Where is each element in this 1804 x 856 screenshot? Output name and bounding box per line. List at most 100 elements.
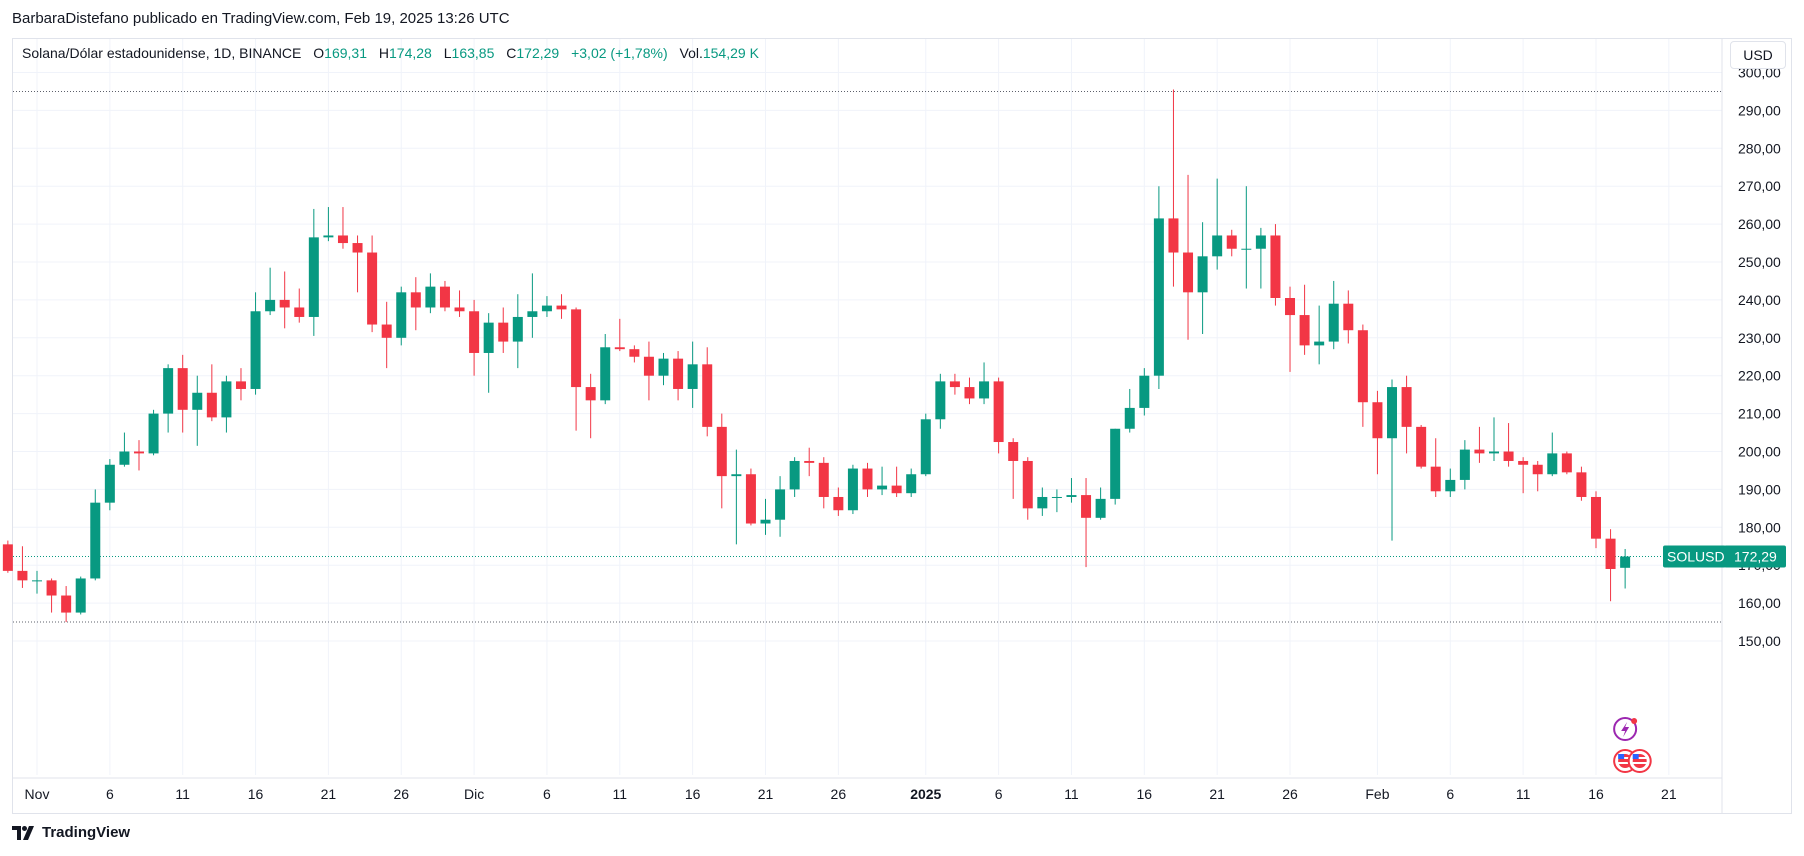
candle-body bbox=[541, 305, 552, 312]
candle bbox=[2, 540, 13, 573]
candle-body bbox=[920, 419, 931, 475]
candle bbox=[75, 576, 86, 615]
candle-body bbox=[571, 309, 582, 388]
candle-body bbox=[235, 381, 246, 389]
candle-body bbox=[483, 322, 494, 353]
x-tick-label: Feb bbox=[1365, 786, 1389, 802]
candle-body bbox=[469, 311, 480, 353]
candle bbox=[308, 208, 319, 336]
flag-stripe bbox=[1632, 757, 1647, 759]
candle-body bbox=[498, 322, 509, 342]
candle bbox=[949, 373, 960, 395]
currency-button[interactable]: USD bbox=[1730, 41, 1786, 69]
candle bbox=[1343, 290, 1354, 344]
candle-body bbox=[1314, 341, 1325, 346]
candle bbox=[104, 459, 115, 511]
candle-body bbox=[804, 460, 815, 463]
candle bbox=[133, 440, 144, 471]
candle-body bbox=[1328, 303, 1339, 342]
x-tick-label: 21 bbox=[1661, 786, 1677, 802]
candle bbox=[469, 299, 480, 376]
candle-body bbox=[308, 237, 319, 317]
candle bbox=[32, 570, 42, 594]
candle-body bbox=[731, 474, 742, 477]
y-tick-label: 290,00 bbox=[1738, 102, 1781, 118]
candle bbox=[862, 462, 873, 497]
candle-body bbox=[833, 496, 844, 511]
candle-body bbox=[1459, 449, 1470, 480]
candle bbox=[1547, 432, 1558, 477]
candle bbox=[1183, 174, 1194, 340]
candle bbox=[833, 487, 844, 516]
candle-body bbox=[658, 358, 669, 376]
candle-body bbox=[993, 381, 1004, 443]
candle bbox=[658, 352, 669, 386]
candle bbox=[1241, 186, 1252, 289]
legend-close-label: C bbox=[506, 45, 517, 61]
candle-body bbox=[702, 364, 713, 427]
x-tick-label: 21 bbox=[1209, 786, 1225, 802]
candle bbox=[17, 546, 28, 588]
candle bbox=[775, 476, 786, 537]
candle bbox=[731, 449, 742, 545]
x-tick-label: 26 bbox=[831, 786, 847, 802]
candle bbox=[1474, 426, 1485, 463]
candle-body bbox=[148, 413, 159, 454]
candle bbox=[1066, 478, 1077, 503]
candle-body bbox=[1561, 453, 1572, 473]
legend-symbol[interactable]: Solana/Dólar estadounidense, 1D, BINANCE bbox=[22, 45, 302, 61]
legend-volume-value: 154,29 K bbox=[702, 45, 759, 61]
candle bbox=[600, 334, 611, 405]
candle bbox=[1255, 227, 1266, 289]
tradingview-logo[interactable]: TradingView bbox=[12, 824, 130, 841]
candle-body bbox=[1270, 235, 1281, 299]
candle bbox=[541, 296, 552, 317]
candle bbox=[1620, 548, 1631, 589]
candle bbox=[46, 578, 57, 613]
candle-body bbox=[337, 235, 348, 244]
candle bbox=[571, 307, 582, 431]
candle-body bbox=[1124, 407, 1135, 429]
x-tick-label: 16 bbox=[1588, 786, 1604, 802]
candle bbox=[337, 207, 348, 249]
y-tick-label: 200,00 bbox=[1738, 444, 1781, 460]
candle-body bbox=[629, 349, 640, 357]
flag-stripe bbox=[1618, 762, 1633, 764]
candle-body bbox=[1430, 466, 1441, 492]
candle-body bbox=[439, 286, 450, 308]
candle-body bbox=[789, 460, 800, 490]
candle-body bbox=[323, 235, 334, 238]
candle-body bbox=[1008, 442, 1019, 461]
candle-body bbox=[1532, 464, 1543, 475]
x-tick-label: Nov bbox=[25, 786, 50, 802]
candle bbox=[1357, 324, 1368, 427]
x-tick-label: 6 bbox=[543, 786, 551, 802]
candle bbox=[1387, 379, 1398, 541]
y-tick-label: 250,00 bbox=[1738, 254, 1781, 270]
x-tick-label: 26 bbox=[393, 786, 409, 802]
candle bbox=[1532, 460, 1543, 492]
candle-body bbox=[352, 243, 363, 253]
candle bbox=[1518, 457, 1529, 494]
candle-body bbox=[673, 358, 684, 389]
candle-body bbox=[221, 381, 232, 418]
candle bbox=[381, 301, 392, 369]
candle-body bbox=[847, 468, 858, 511]
candle bbox=[1416, 424, 1427, 469]
candle bbox=[425, 273, 436, 314]
candle bbox=[1270, 224, 1281, 306]
candle bbox=[789, 457, 800, 497]
candle bbox=[396, 286, 407, 346]
candle-body bbox=[1037, 496, 1048, 509]
tradingview-logo-icon bbox=[12, 825, 34, 840]
candle-body bbox=[104, 464, 115, 503]
candle bbox=[1124, 388, 1135, 433]
candle-body bbox=[1051, 496, 1062, 498]
candle-body bbox=[46, 580, 57, 596]
x-tick-label: 6 bbox=[1446, 786, 1454, 802]
candle-body bbox=[177, 368, 188, 410]
candle-body bbox=[979, 381, 990, 399]
grid-layer bbox=[13, 39, 1723, 814]
legend-high-value: 174,28 bbox=[389, 45, 432, 61]
